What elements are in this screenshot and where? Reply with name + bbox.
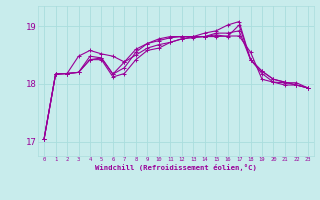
X-axis label: Windchill (Refroidissement éolien,°C): Windchill (Refroidissement éolien,°C): [95, 164, 257, 171]
